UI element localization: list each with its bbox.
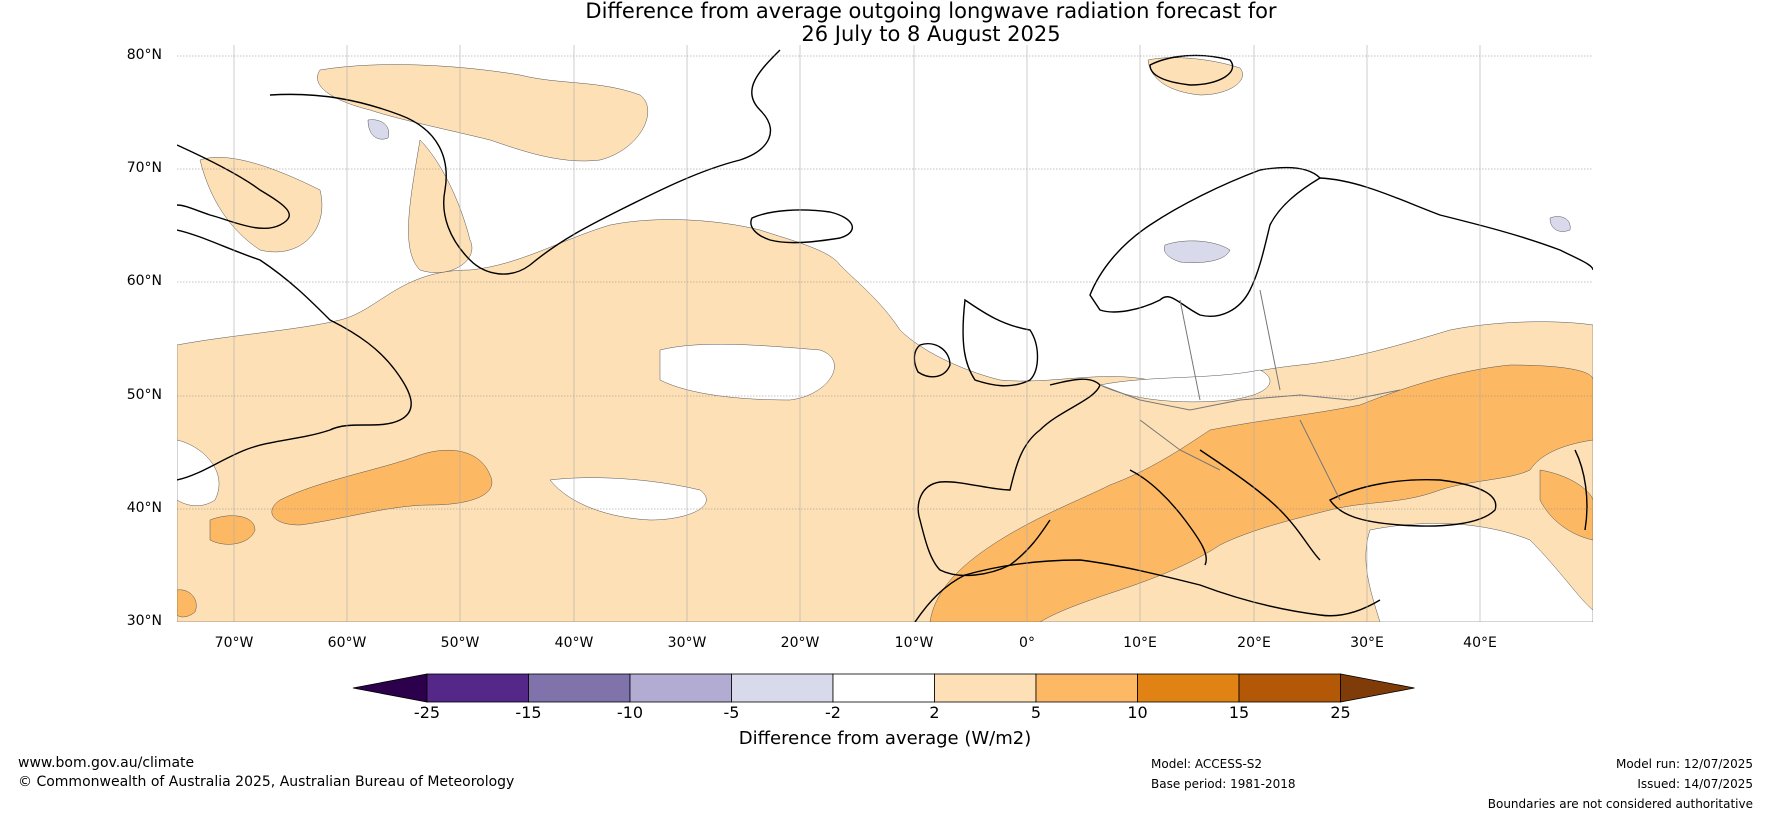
footer-issued: Issued: 14/07/2025 [1637, 777, 1753, 791]
lon-label-70w: 70°W [214, 635, 254, 651]
colorbar-label: Difference from average (W/m2) [738, 728, 1032, 749]
anomaly-region-north-atlantic [317, 64, 649, 162]
lon-label-0: 0° [1019, 635, 1035, 651]
coastline-caspian [1574, 449, 1588, 531]
blank-region-middle-east [1365, 523, 1593, 622]
coastline-north-africa [914, 559, 1381, 622]
coastline-italy-balkans [1129, 449, 1321, 566]
meridians [233, 45, 1481, 622]
colorbar-tick-label: -5 [723, 703, 740, 722]
anomaly-region-negative-urals [1549, 216, 1571, 232]
lon-label-50w: 50°W [440, 635, 480, 651]
colorbar-segment [528, 673, 631, 703]
colorbar-tick-label: -25 [413, 703, 441, 722]
lon-label-20e: 20°E [1237, 635, 1271, 651]
coastline-north-america [177, 229, 412, 481]
footer-base-period: Base period: 1981-2018 [1151, 777, 1296, 791]
coastline-scandinavia [1089, 166, 1322, 317]
lat-label-80n: 80°N [126, 47, 162, 63]
lon-label-40w: 40°W [554, 635, 594, 651]
colorbar-tick-label: 10 [1127, 703, 1148, 722]
map-area [177, 45, 1593, 622]
colorbar-tick-label: 15 [1228, 703, 1250, 722]
colorbar-tick-label: 2 [929, 703, 940, 722]
colorbar-segment [1137, 673, 1240, 703]
footer-disclaimer: Boundaries are not considered authoritat… [1487, 797, 1753, 811]
coastline-black-sea [1328, 478, 1497, 527]
colorbar-segment [1035, 673, 1138, 703]
colorbar-tick-label: -15 [515, 703, 542, 722]
colorbar-tick-label: -10 [616, 703, 644, 722]
colorbar-extend-low [352, 673, 428, 703]
blank-region-mid-atlantic [659, 344, 835, 401]
colorbar-segment [832, 673, 935, 703]
coastline-europe-west [917, 378, 1101, 577]
colorbar-segment [426, 673, 529, 703]
lat-label-70n: 70°N [126, 160, 162, 176]
lon-label-30w: 30°W [667, 635, 707, 651]
lon-label-10w: 10°W [894, 635, 934, 651]
lon-label-40e: 40°E [1463, 635, 1497, 651]
lon-label-10e: 10°E [1123, 635, 1157, 651]
anomaly-region-negative-scandinavia [1164, 240, 1231, 263]
gridlines [177, 55, 1593, 510]
title-line-2: 26 July to 8 August 2025 [801, 22, 1061, 46]
colorbar-tick-label: 25 [1330, 703, 1351, 722]
colorbar-segment [629, 673, 732, 703]
anomaly-region-svalbard [1147, 57, 1243, 96]
anomaly-region-5-10-southwest-corner [177, 589, 197, 618]
blank-region-eastern-europe [1099, 369, 1271, 403]
footer-model: Model: ACCESS-S2 [1151, 757, 1263, 771]
colorbar [352, 673, 1415, 703]
colorbar-tick-label: -2 [825, 703, 841, 722]
lat-label-30n: 30°N [126, 613, 162, 629]
colorbar-extend-high [1340, 673, 1415, 703]
lat-label-60n: 60°N [126, 273, 162, 289]
colorbar-segment [1238, 673, 1341, 703]
anomaly-region-5-10-caspian [1539, 469, 1593, 541]
country-borders [1099, 289, 1401, 501]
anomaly-region-5-10-newfoundland [209, 515, 256, 545]
coastline-british-isles [913, 298, 1039, 387]
lon-label-60w: 60°W [327, 635, 367, 651]
footer-website: www.bom.gov.au/climate [18, 755, 195, 771]
lat-label-50n: 50°N [126, 387, 162, 403]
footer-copyright: © Commonwealth of Australia 2025, Austra… [18, 774, 515, 790]
colorbar-tick-label: 5 [1030, 703, 1042, 722]
lon-label-20w: 20°W [780, 635, 820, 651]
coastline-greenland [269, 49, 781, 275]
colorbar-segment [731, 673, 834, 703]
coastline-iceland [750, 209, 853, 244]
anomaly-region-greenland-coast [408, 139, 473, 273]
anomaly-region-negative-greenland [367, 119, 390, 140]
lon-label-30e: 30°E [1350, 635, 1384, 651]
lat-label-40n: 40°N [126, 500, 162, 516]
title-line-1: Difference from average outgoing longwav… [585, 0, 1277, 23]
map-title: Difference from average outgoing longwav… [0, 0, 1770, 46]
anomaly-region-5-10-atlantic [271, 449, 493, 526]
anomaly-region-baffin [199, 157, 323, 253]
colorbar-segment [934, 673, 1037, 703]
footer-model-run: Model run: 12/07/2025 [1615, 757, 1753, 771]
